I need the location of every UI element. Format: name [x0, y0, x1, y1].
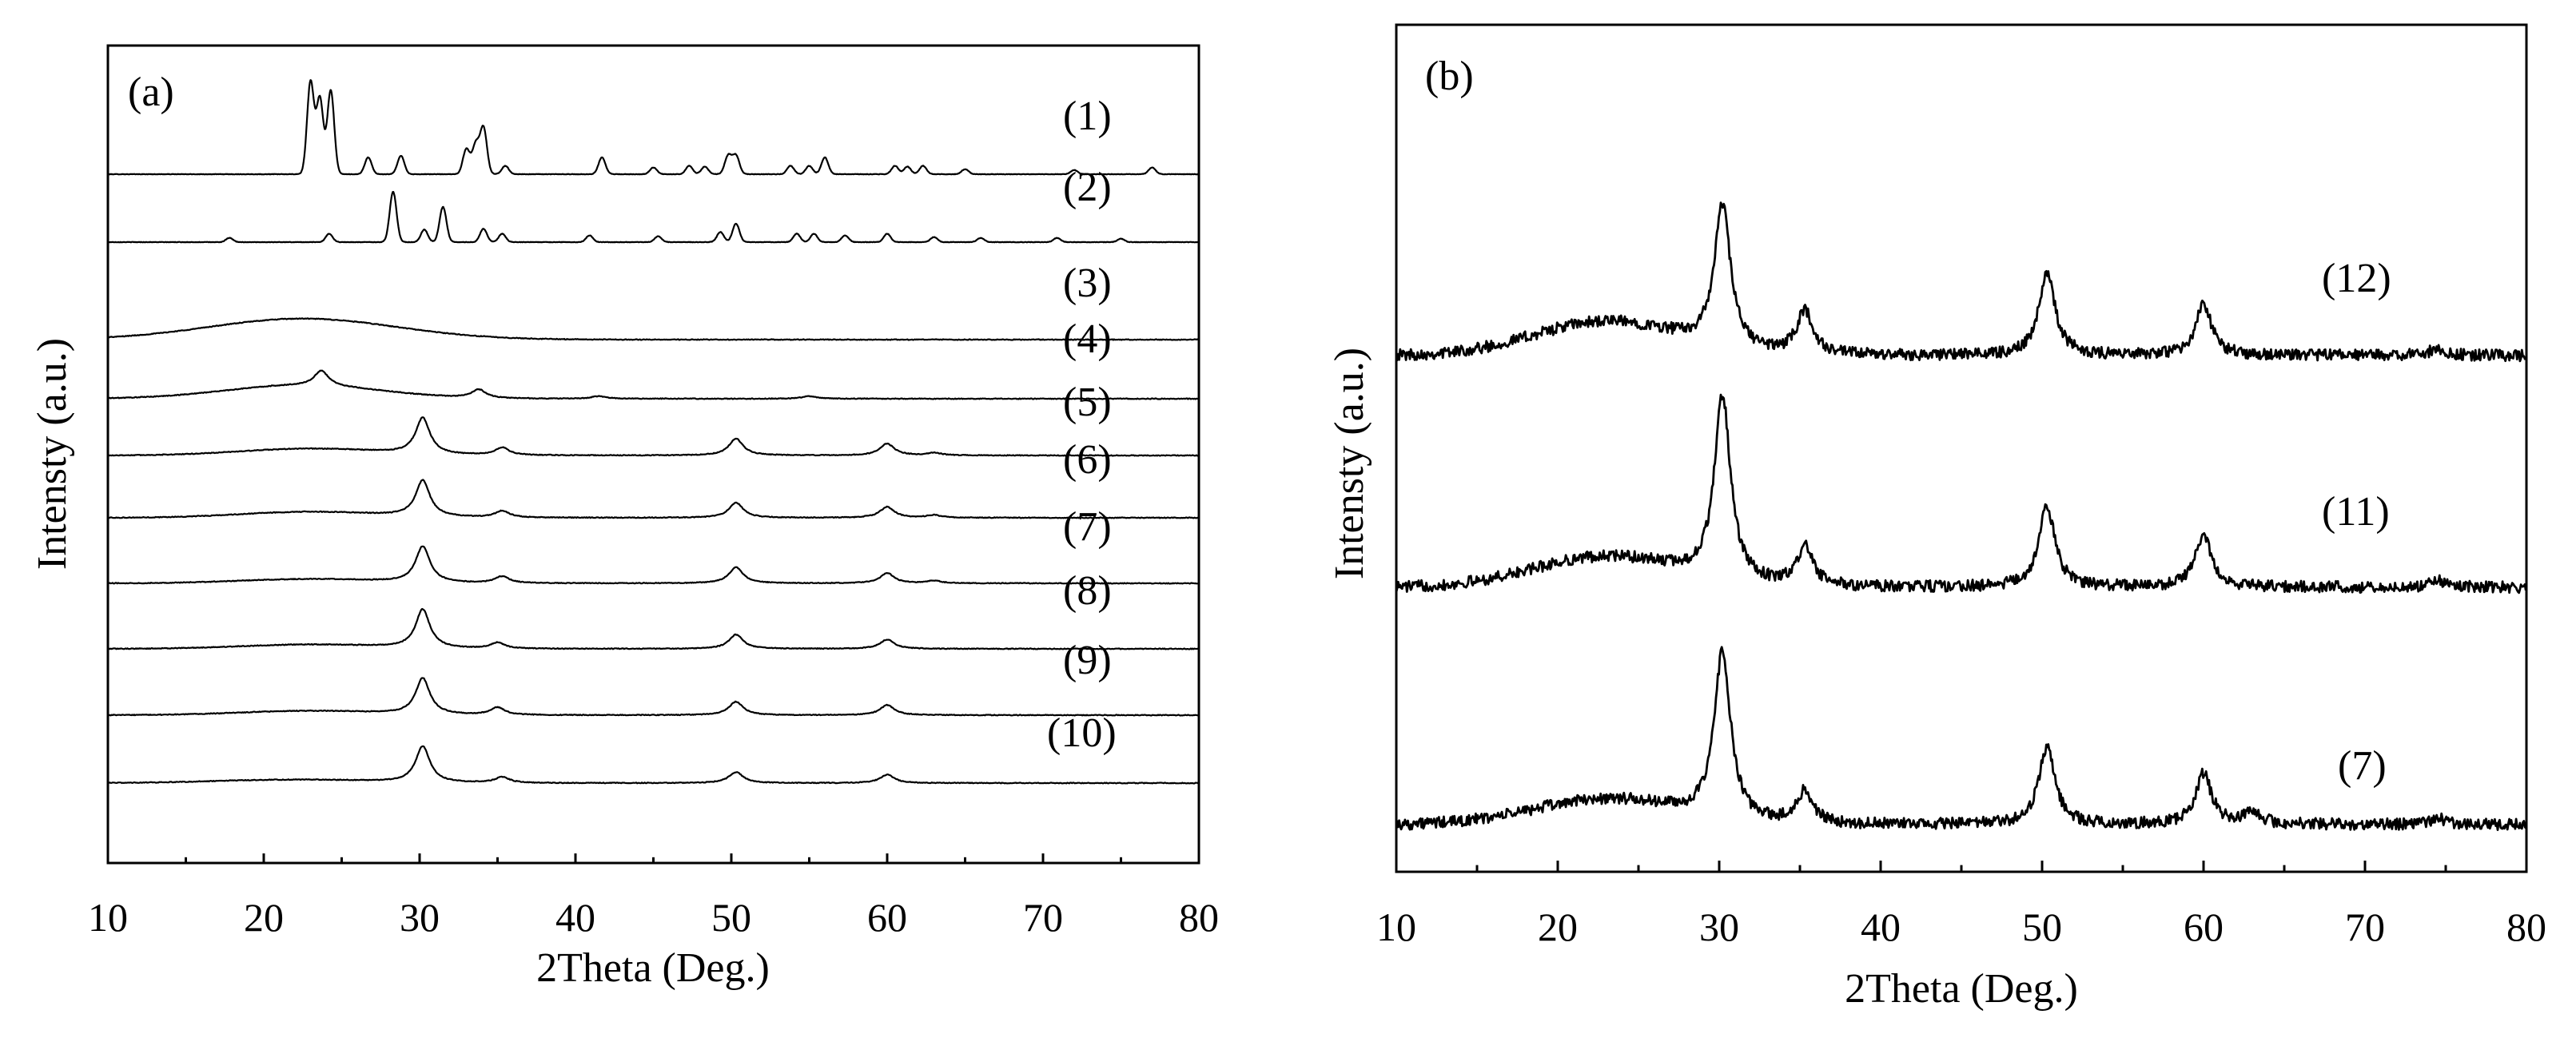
panel-a-x-ticks: [106, 853, 1200, 863]
xrd-trace-6: [107, 479, 1199, 519]
x-tick-label: 80: [2506, 905, 2546, 949]
panel-b-x-axis-title: 2Theta (Deg.): [1845, 966, 2078, 1012]
series-label: (6): [1063, 437, 1112, 483]
x-tick-label: 50: [2022, 905, 2062, 949]
xrd-trace-5: [108, 416, 1199, 457]
series-label: (3): [1063, 260, 1112, 306]
x-tick-label: 10: [88, 895, 128, 940]
series-label: (10): [1047, 710, 1117, 756]
xrd-trace-2: [107, 191, 1200, 244]
panel-a-traces: [107, 79, 1200, 785]
panel-a-chart: (a) 10 20 30 40 50 60 70 80 2Theta (Deg.) Inten…: [30, 44, 1219, 991]
x-tick-label: 70: [2345, 905, 2385, 949]
x-tick-label: 10: [1376, 905, 1416, 949]
x-tick-label: 60: [2184, 905, 2224, 949]
panel-b-x-ticks: [1395, 861, 2528, 872]
series-label: (1): [1063, 93, 1112, 139]
x-tick-label: 20: [1538, 905, 1578, 949]
panel-b-traces: [1395, 201, 2527, 831]
xrd-trace-4: [107, 369, 1199, 400]
xrd-trace-3: [107, 317, 1199, 341]
series-label: (7): [1063, 504, 1112, 550]
xrd-trace-10: [107, 745, 1199, 785]
xrd-trace-7: [1395, 646, 2527, 831]
x-tick-label: 40: [1861, 905, 1901, 949]
x-tick-label: 70: [1023, 895, 1063, 940]
panel-a-y-axis-title: Intensty (a.u.): [30, 338, 75, 570]
x-tick-label: 60: [867, 895, 907, 940]
series-label: (8): [1063, 568, 1112, 614]
series-label: (9): [1063, 638, 1112, 683]
xrd-trace-8: [107, 607, 1199, 650]
x-tick-label: 40: [555, 895, 595, 940]
panel-a-series-labels: (1) (2) (3) (4) (5) (6) (7) (8) (9) (10): [1047, 93, 1117, 756]
panel-a-label: (a): [128, 70, 174, 115]
series-label: (7): [2338, 743, 2387, 789]
series-label: (11): [2322, 489, 2390, 535]
x-tick-label: 80: [1179, 895, 1219, 940]
series-label: (12): [2322, 256, 2391, 301]
panel-b-chart: (b) 10 20 30 40 50 60 70 80 2Theta (Deg.) Inten…: [1327, 23, 2546, 1012]
xrd-trace-1: [107, 79, 1200, 176]
xrd-trace-12: [1395, 201, 2527, 363]
panel-a-x-axis-title: 2Theta (Deg.): [536, 945, 770, 991]
x-tick-label: 30: [400, 895, 440, 940]
panel-b-y-axis-title: Intensty (a.u.): [1327, 348, 1372, 579]
panel-a-x-tick-labels: 10 20 30 40 50 60 70 80: [88, 895, 1219, 940]
series-label: (5): [1063, 380, 1112, 425]
xrd-trace-11: [1395, 393, 2527, 595]
panel-b-series-labels: (12) (11) (7): [2322, 256, 2391, 789]
xrd-trace-9: [107, 677, 1199, 717]
series-label: (4): [1063, 316, 1112, 362]
panel-b-x-tick-labels: 10 20 30 40 50 60 70 80: [1376, 905, 2546, 949]
x-tick-label: 50: [711, 895, 751, 940]
panel-b-label: (b): [1425, 54, 1474, 99]
xrd-trace-7: [107, 545, 1199, 585]
x-tick-label: 30: [1699, 905, 1739, 949]
x-tick-label: 20: [244, 895, 284, 940]
series-label: (2): [1063, 165, 1112, 210]
